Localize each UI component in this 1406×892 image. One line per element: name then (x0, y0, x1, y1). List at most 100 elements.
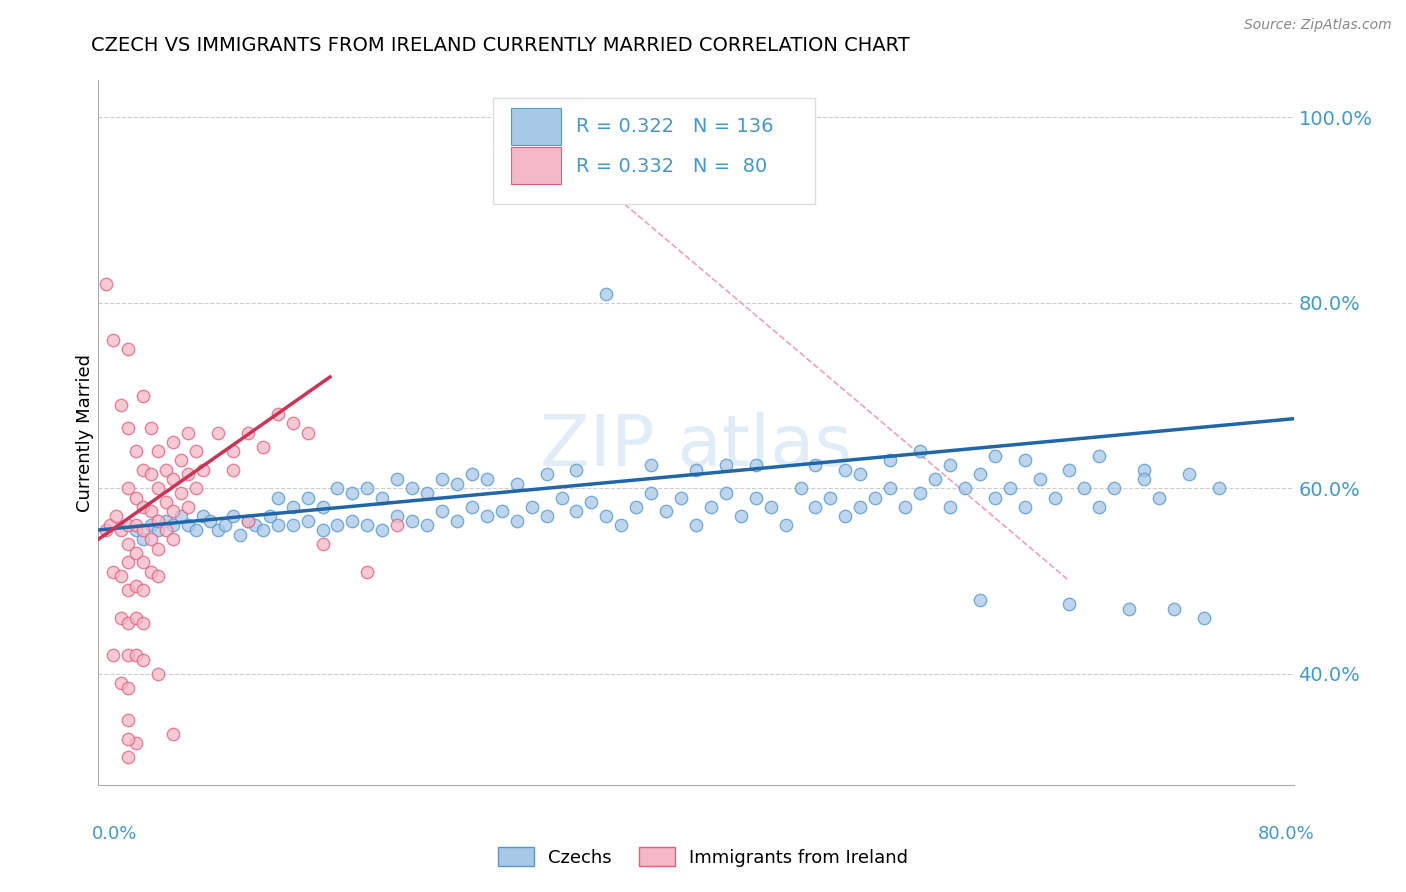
Text: 0.0%: 0.0% (91, 825, 136, 843)
Point (155, 514, 177, 528)
Point (245, 518, 267, 533)
Point (326, 518, 349, 533)
Point (804, 458, 827, 472)
Point (191, 463, 214, 477)
Point (714, 486, 737, 500)
Point (297, 514, 319, 528)
Point (148, 569, 170, 583)
Point (1192, 611, 1215, 625)
Point (461, 500, 484, 514)
Point (184, 481, 207, 495)
Point (342, 486, 364, 500)
Point (117, 556, 139, 570)
Point (103, 333, 125, 347)
Text: CZECH VS IMMIGRANTS FROM IRELAND CURRENTLY MARRIED CORRELATION CHART: CZECH VS IMMIGRANTS FROM IRELAND CURRENT… (91, 36, 910, 54)
Point (177, 500, 200, 514)
Point (655, 504, 678, 518)
Point (550, 491, 572, 505)
Point (939, 458, 962, 472)
Point (745, 491, 768, 505)
Point (879, 453, 901, 467)
Point (236, 514, 259, 528)
Point (461, 467, 484, 482)
Point (105, 509, 128, 524)
Point (416, 486, 439, 500)
Point (222, 509, 245, 524)
Point (401, 481, 423, 495)
Point (214, 518, 236, 533)
Point (184, 523, 207, 537)
FancyBboxPatch shape (494, 98, 815, 203)
Point (685, 518, 707, 533)
Point (184, 444, 207, 458)
Point (132, 533, 155, 547)
Point (117, 615, 139, 630)
Point (536, 509, 558, 524)
Point (177, 518, 200, 533)
Point (311, 523, 333, 537)
Point (565, 463, 588, 477)
Point (804, 500, 827, 514)
Point (125, 518, 148, 533)
Point (139, 421, 162, 435)
Point (1133, 463, 1156, 477)
Point (446, 514, 468, 528)
Text: ZIP atlas: ZIP atlas (540, 412, 852, 481)
Point (401, 514, 423, 528)
Point (297, 425, 319, 440)
Point (520, 500, 543, 514)
Point (626, 500, 648, 514)
Point (191, 509, 214, 524)
Point (139, 533, 162, 547)
Point (385, 472, 409, 486)
Point (148, 514, 170, 528)
Point (125, 736, 148, 750)
Point (281, 417, 304, 431)
Point (700, 500, 723, 514)
Point (536, 467, 558, 482)
Point (491, 504, 513, 518)
Point (125, 491, 148, 505)
Point (252, 440, 274, 454)
Point (132, 500, 155, 514)
Legend: Czechs, Immigrants from Ireland: Czechs, Immigrants from Ireland (491, 840, 915, 874)
Point (125, 546, 148, 560)
Point (385, 509, 409, 524)
Point (155, 463, 177, 477)
Point (311, 500, 333, 514)
Point (1014, 453, 1036, 467)
Point (1014, 500, 1036, 514)
Point (236, 425, 259, 440)
Point (834, 509, 856, 524)
Point (924, 472, 946, 486)
Point (565, 504, 588, 518)
Point (356, 481, 378, 495)
Point (430, 504, 453, 518)
Point (162, 472, 184, 486)
Point (714, 458, 737, 472)
Point (117, 583, 139, 598)
Point (446, 476, 468, 491)
Point (132, 463, 155, 477)
Point (117, 518, 139, 533)
Point (640, 458, 662, 472)
Point (125, 648, 148, 662)
Point (252, 523, 274, 537)
Point (1163, 602, 1185, 616)
Point (371, 523, 394, 537)
Point (879, 481, 901, 495)
Point (139, 565, 162, 579)
Point (1088, 449, 1111, 463)
Point (311, 537, 333, 551)
Point (117, 713, 139, 727)
Point (110, 676, 132, 690)
Point (267, 491, 290, 505)
Text: 80.0%: 80.0% (1258, 825, 1315, 843)
FancyBboxPatch shape (510, 147, 561, 184)
Point (117, 731, 139, 746)
Point (759, 500, 782, 514)
Point (849, 500, 872, 514)
Point (207, 425, 229, 440)
Point (1178, 467, 1201, 482)
Point (162, 504, 184, 518)
